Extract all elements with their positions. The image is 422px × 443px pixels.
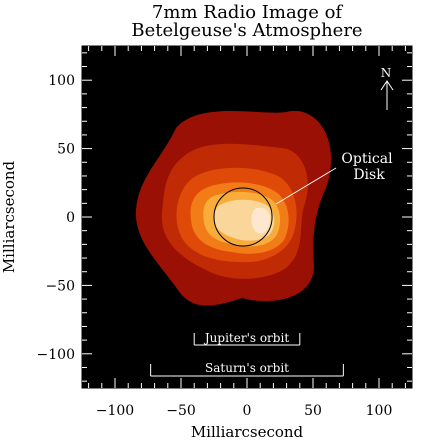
north-arrow: N [380,66,394,110]
y-tick-label: −100 [37,347,75,363]
optical-disk-outline [213,187,273,247]
saturn-orbit-scale [150,364,344,377]
jupiter-orbit-label: Jupiter's orbit [203,331,289,345]
axis-tick-labels: −100 −50 0 50 100 −100 −50 0 50 100 [37,73,393,419]
x-tick-label: −50 [166,403,196,419]
x-tick-label: 0 [243,403,252,419]
radio-emission-contours [135,110,332,306]
chart-title-line-1: 7mm Radio Image of [152,2,343,23]
y-tick-label: 50 [57,142,75,158]
axis-ticks [82,46,412,388]
x-axis-label: Milliarcsecond [191,423,304,441]
north-arrow-head [380,80,394,91]
x-tick-label: 50 [304,403,322,419]
contour-level-7 [251,207,271,234]
y-tick-label: −50 [45,278,75,294]
chart-title-line-2: Betelgeuse's Atmosphere [131,20,362,41]
north-label: N [381,66,392,80]
y-tick-label: 0 [66,210,75,226]
y-tick-label: 100 [48,73,75,89]
y-axis-label: Milliarcsecond [0,160,18,273]
jupiter-orbit-scale [193,333,301,346]
optical-label-line-1: Optical [341,151,393,167]
x-tick-label: −100 [96,403,134,419]
optical-disk-pointer [275,167,337,205]
saturn-orbit-label: Saturn's orbit [205,361,289,375]
optical-label-line-2: Disk [353,167,385,183]
x-tick-label: 100 [366,403,393,419]
